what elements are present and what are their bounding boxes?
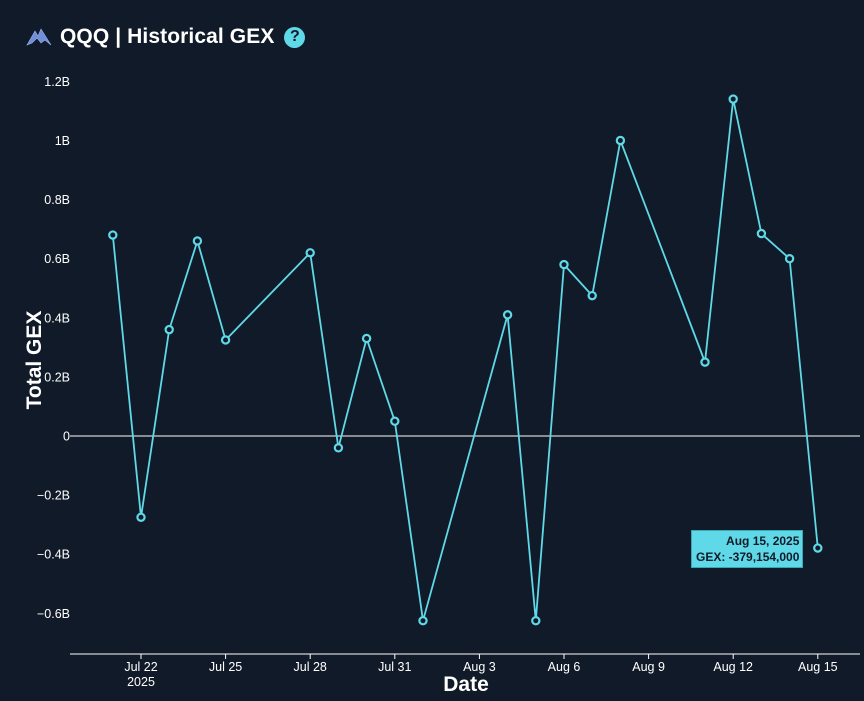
tooltip-date: Aug 15, 2025	[726, 534, 800, 548]
data-point[interactable]	[531, 615, 541, 626]
data-point[interactable]	[220, 335, 231, 345]
points-layer	[108, 94, 823, 626]
y-tick-label: −0.2B	[37, 489, 70, 503]
data-point[interactable]	[361, 333, 372, 344]
y-tick-label: 0.6B	[44, 252, 70, 266]
data-point[interactable]	[615, 135, 626, 146]
data-point[interactable]	[784, 254, 795, 264]
data-point[interactable]	[813, 543, 823, 553]
axes-layer: 1.2B 1B 0.8B 0.6B 0.4B 0.2B 0 −0.2B −0.4B −0.6B Ju…	[37, 75, 860, 689]
y-tick-label: −0.4B	[37, 548, 70, 562]
data-point[interactable]	[559, 259, 569, 270]
data-point[interactable]	[305, 248, 315, 258]
data-point[interactable]	[333, 443, 344, 453]
data-point[interactable]	[136, 512, 146, 522]
y-tick-label: 0.2B	[44, 370, 70, 384]
x-axis-title: Date	[443, 673, 489, 696]
y-tick-label: 1.2B	[44, 75, 70, 89]
chart-header: QQQ | Historical GEX ?	[26, 22, 306, 52]
x-tick-label: Aug 6	[548, 660, 581, 674]
x-tick-label: Aug 3	[463, 660, 496, 674]
hover-tooltip: Aug 15, 2025 GEX: -379,154,000	[691, 530, 804, 568]
x-tick-sublabel: 2025	[127, 675, 155, 689]
y-tick-label: 0.8B	[44, 193, 70, 207]
data-point[interactable]	[164, 324, 174, 335]
x-tick-label: Jul 25	[209, 660, 242, 674]
data-point[interactable]	[700, 357, 710, 367]
series-layer	[111, 98, 819, 622]
x-tick-label: Aug 9	[632, 660, 665, 674]
data-point[interactable]	[728, 94, 738, 104]
mountain-logo-icon	[26, 28, 52, 46]
x-tick-label: Jul 31	[378, 660, 411, 674]
y-tick-label: 0.4B	[44, 311, 70, 325]
y-tick-label: 1B	[55, 134, 70, 148]
y-tick-label: −0.6B	[37, 607, 70, 621]
data-point[interactable]	[502, 310, 513, 320]
help-glyph: ?	[290, 28, 300, 45]
data-point[interactable]	[756, 228, 767, 239]
data-point[interactable]	[192, 236, 203, 246]
x-tick-label: Aug 12	[713, 660, 753, 674]
chart-title: QQQ | Historical GEX	[60, 25, 275, 48]
series-line	[111, 98, 819, 622]
x-tick-label: Jul 22	[124, 660, 157, 674]
data-point[interactable]	[390, 416, 400, 426]
y-axis-title: Total GEX	[23, 311, 46, 410]
y-tick-label: 0	[63, 430, 70, 444]
data-point[interactable]	[418, 615, 428, 626]
data-point[interactable]	[587, 290, 597, 301]
tooltip-value: GEX: -379,154,000	[696, 550, 800, 564]
x-tick-label: Jul 28	[294, 660, 327, 674]
data-point[interactable]	[108, 230, 118, 240]
question-circle-icon[interactable]: ?	[284, 26, 306, 48]
x-tick-label: Aug 15	[798, 660, 838, 674]
